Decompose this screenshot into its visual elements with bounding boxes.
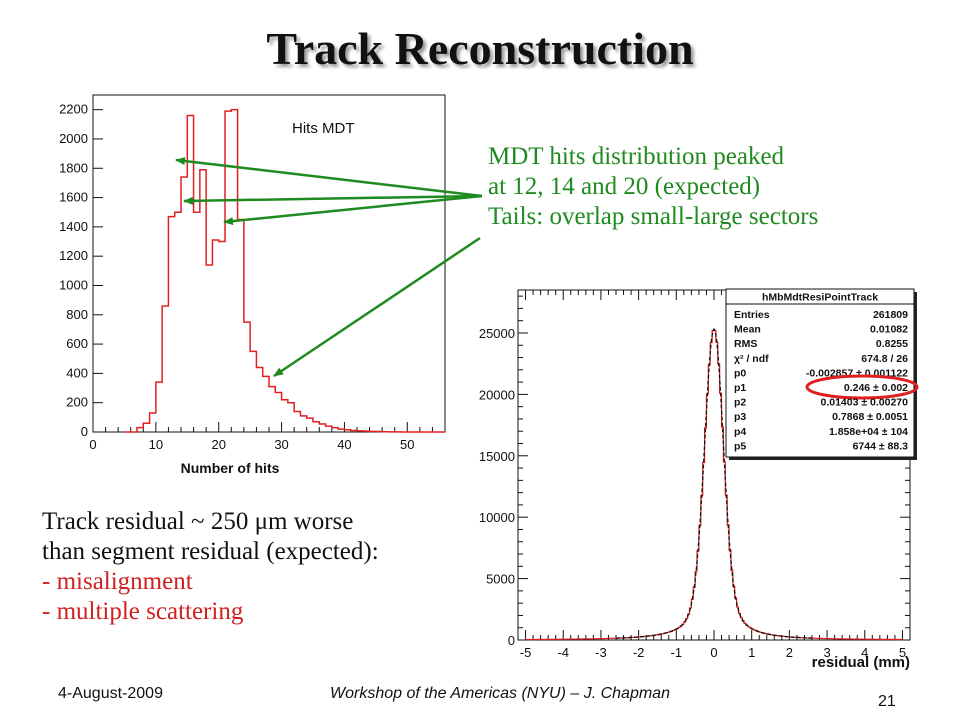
hits-distribution-note: MDT hits distribution peaked at 12, 14 a… [488, 142, 818, 232]
y-tick-label: 1200 [59, 248, 88, 263]
residual-histogram: 0 5000 10000 15000 20000 25000 -5 -4 -3 -2 -1 0 1 2 3 4… [479, 288, 919, 671]
y-tick-label: 2200 [59, 102, 88, 117]
y-tick-label: 15000 [479, 449, 515, 464]
x-tick-label: 20 [211, 437, 225, 452]
annotation-arrows [175, 157, 483, 378]
x-tick-label: -4 [557, 645, 569, 660]
x-tick-label: 2 [786, 645, 793, 660]
x-tick-label: 0 [710, 645, 717, 660]
y-tick-label: 1600 [59, 190, 88, 205]
y-tick-label: 1000 [59, 277, 88, 292]
page-number: 21 [878, 693, 896, 710]
chart-title: Hits MDT [292, 120, 355, 137]
stats-value: 6744 ± 88.3 [853, 440, 909, 452]
y-tick-label: 10000 [479, 510, 515, 525]
x-tick-label: -1 [671, 645, 683, 660]
stats-value: 0.8255 [876, 338, 908, 350]
y-tick-label: 0 [81, 424, 88, 439]
x-tick-label: 50 [400, 437, 414, 452]
annotation-arrow [273, 236, 481, 378]
y-tick-label: 0 [508, 633, 515, 648]
stats-label: p3 [734, 411, 746, 423]
stats-label: p5 [734, 440, 746, 452]
y-tick-label: 800 [66, 307, 88, 322]
hits-note-line: Tails: overlap small-large sectors [488, 203, 819, 230]
stats-box: hMbMdtResiPointTrack Entries 261809 Mean 0.0… [725, 288, 919, 460]
stats-label: RMS [734, 338, 757, 350]
x-tick-label: -3 [595, 645, 607, 660]
x-tick-label: 10 [149, 437, 163, 452]
x-tick-label: -5 [520, 645, 532, 660]
y-tick-label: 2000 [59, 131, 88, 146]
stats-title: hMbMdtResiPointTrack [762, 292, 878, 304]
stats-value: 261809 [873, 309, 908, 321]
stats-label: p2 [734, 397, 746, 409]
stats-label: Mean [734, 324, 761, 336]
y-tick-label: 25000 [479, 326, 515, 341]
x-tick-label: 4 [861, 645, 868, 660]
y-tick-label: 5000 [486, 572, 515, 587]
y-tick-label: 400 [66, 365, 88, 380]
annotation-arrow [223, 194, 483, 226]
residual-bullet: - misalignment [42, 568, 193, 595]
residual-note: Track residual ~ 250 μm worse than segme… [42, 507, 379, 627]
y-tick-label: 1400 [59, 219, 88, 234]
stats-label: p1 [734, 382, 746, 394]
stats-value: 1.858e+04 ± 104 [829, 426, 908, 438]
x-axis-title: residual (mm) [812, 654, 910, 671]
y-tick-label: 1800 [59, 160, 88, 175]
histogram-line [124, 108, 445, 433]
residual-note-line: Track residual ~ 250 μm worse [42, 508, 354, 535]
x-tick-label: 30 [274, 437, 288, 452]
y-tick-label: 600 [66, 336, 88, 351]
y-tick-label: 200 [66, 395, 88, 410]
histogram-line [525, 329, 903, 641]
annotation-arrow [175, 157, 483, 198]
hits-note-line: MDT hits distribution peaked [488, 143, 785, 170]
footer-date: 4-August-2009 [58, 685, 163, 702]
x-axis-title: Number of hits [181, 460, 280, 476]
slide-title: Track Reconstruction [266, 23, 694, 74]
annotation-arrow [183, 194, 483, 205]
hits-note-line: at 12, 14 and 20 (expected) [488, 173, 761, 200]
x-tick-label: -2 [633, 645, 645, 660]
stats-box-frame [725, 288, 915, 458]
hits-mdt-histogram: 0200400600800100012001400160018002000220… [59, 94, 446, 476]
residual-bullet: - multiple scattering [42, 598, 244, 625]
stats-value: 0.7868 ± 0.0051 [832, 411, 908, 423]
residual-note-line: than segment residual (expected): [42, 538, 379, 565]
x-tick-label: 5 [899, 645, 906, 660]
x-tick-label: 1 [748, 645, 755, 660]
x-tick-label: 3 [823, 645, 830, 660]
footer-venue: Workshop of the Americas (NYU) – J. Chap… [330, 685, 670, 702]
stats-label: Entries [734, 309, 770, 321]
y-tick-label: 20000 [479, 387, 515, 402]
stats-value: 0.01082 [870, 324, 908, 336]
stats-value: 0.246 ± 0.002 [844, 382, 908, 394]
stats-label: p4 [734, 426, 746, 438]
highlight-ellipse [805, 374, 919, 400]
stats-value: 674.8 / 26 [861, 353, 908, 365]
stats-label: χ² / ndf [734, 353, 769, 365]
fit-curve [615, 328, 813, 639]
stats-value: 0.01403 ± 0.00270 [820, 397, 908, 409]
x-tick-label: 0 [89, 437, 96, 452]
x-tick-label: 40 [337, 437, 351, 452]
stats-label: p0 [734, 367, 746, 379]
